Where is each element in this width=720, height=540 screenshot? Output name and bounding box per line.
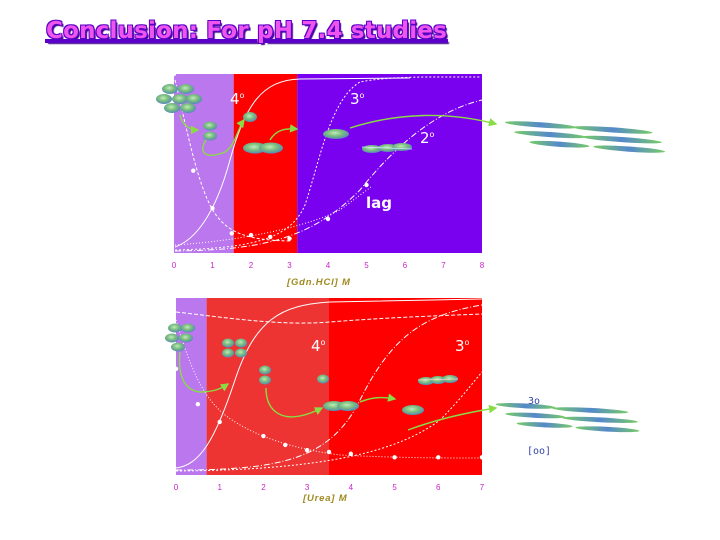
- data-point: [304, 448, 310, 453]
- data-point: [248, 232, 254, 238]
- lag-data-points: [171, 71, 369, 241]
- dimer-pair-icon: [259, 365, 271, 385]
- x-tick-label: 5: [364, 261, 369, 270]
- data-point: [479, 455, 485, 460]
- phase-regions: [174, 74, 482, 253]
- fibril-key-top: 3o: [528, 396, 540, 407]
- phase-region-3: [297, 74, 482, 253]
- urea-chart: 0 1 2 3 4 5 6 7 [Urea] M 4o 3o: [165, 298, 640, 504]
- gdn-hcl-chart: 0 1 2 3 4 5 6 7 8 [Gdn.HCl] M 4o 3o 2o lag: [156, 71, 666, 288]
- phase-regions: [176, 298, 482, 475]
- data-point: [326, 449, 332, 455]
- fibril-key-bottom: [oo]: [527, 446, 551, 457]
- x-tick-label: 8: [480, 261, 485, 270]
- dimer-curve: [175, 371, 483, 472]
- fibril-bundle-bottom: [495, 403, 640, 433]
- x-tick-label: 7: [480, 483, 485, 492]
- dimer-pair-icon: [203, 121, 217, 141]
- arrow-to-fibril: [407, 404, 498, 431]
- aggregated-strand-icon: [361, 143, 413, 153]
- phase-region-3: [329, 298, 482, 475]
- elongated-dimer-icon: [243, 142, 283, 154]
- lag-label: lag: [366, 194, 392, 212]
- data-point: [261, 433, 266, 439]
- x-axis-ticks: 0 1 2 3 4 5 6 7 8: [172, 261, 485, 270]
- dimer-curve: [174, 99, 483, 252]
- x-tick-label: 3: [305, 483, 310, 492]
- x-tick-label: 4: [349, 483, 354, 492]
- data-points: [173, 366, 485, 460]
- monomer-icon: [317, 374, 329, 384]
- unfolded-monomer-icon: [323, 129, 349, 139]
- x-tick-label: 5: [392, 483, 397, 492]
- x-axis-ticks: 0 1 2 3 4 5 6 7: [174, 483, 485, 492]
- lag-curve: [174, 185, 373, 246]
- tetramer-cluster-icon: [156, 84, 202, 113]
- aggregated-strand-icon: [417, 375, 459, 385]
- x-tick-label: 7: [441, 261, 446, 270]
- data-point: [268, 234, 273, 240]
- tetramer-curve: [174, 77, 411, 248]
- x-axis-label: [Gdn.HCl] M: [286, 277, 351, 288]
- x-tick-label: 4: [326, 261, 331, 270]
- data-point: [348, 451, 354, 456]
- arrow-to-fibril: [349, 114, 498, 129]
- monomer-icon: [243, 112, 257, 122]
- monomer-curve: [174, 79, 291, 242]
- trimer-stage-label: 3o: [455, 337, 470, 355]
- data-point: [210, 206, 215, 211]
- monomer-curve: [175, 311, 483, 324]
- unfolded-monomer-icon: [402, 405, 424, 415]
- data-point: [195, 402, 201, 407]
- data-point: [173, 366, 179, 371]
- arrow-cluster-to-pair: [179, 114, 200, 135]
- data-point: [191, 168, 196, 173]
- tetramer-stage-label: 4o: [311, 337, 326, 355]
- data-point: [229, 231, 234, 236]
- arrow-pair-to-monomer: [202, 118, 245, 156]
- fibril-bundle-top: [504, 121, 666, 153]
- trimer-stage-label: 3o: [350, 90, 365, 108]
- quad-cluster-icon: [222, 338, 247, 358]
- phase-region-2: [233, 74, 298, 253]
- data-point: [325, 216, 331, 222]
- x-tick-label: 6: [403, 261, 408, 270]
- data-point: [283, 442, 288, 448]
- x-tick-label: 0: [174, 483, 179, 492]
- x-tick-label: 2: [261, 483, 266, 492]
- arrow-pair-to-dimer: [265, 387, 324, 418]
- x-tick-label: 0: [172, 261, 177, 270]
- x-tick-label: 3: [287, 261, 292, 270]
- arrow-monomer-to-unfold: [269, 124, 299, 141]
- arrow-dimer-to-monomer: [359, 393, 397, 403]
- x-tick-label: 1: [210, 261, 215, 270]
- data-point: [364, 182, 369, 188]
- data-point: [392, 455, 397, 460]
- x-tick-label: 2: [249, 261, 254, 270]
- trimer-curve: [174, 76, 481, 251]
- arrow-cluster-to-monomer: [178, 351, 230, 393]
- tetramer-curve: [175, 298, 483, 469]
- elongated-dimer-icon: [323, 401, 359, 411]
- data-point: [436, 455, 441, 460]
- tetramer-cluster-icon: [165, 323, 195, 352]
- data-point: [217, 419, 222, 425]
- dimer-stage-label: 2o: [420, 129, 435, 147]
- page-title: Conclusion: For pH 7.4 studies: [46, 18, 447, 44]
- x-tick-label: 1: [217, 483, 222, 492]
- decay-curve: [175, 319, 483, 459]
- trimer-curve: [175, 304, 483, 471]
- data-point: [287, 236, 292, 241]
- x-tick-label: 6: [436, 483, 441, 492]
- x-axis-label: [Urea] M: [302, 493, 348, 504]
- tetramer-stage-label: 4o: [230, 90, 245, 108]
- data-point: [171, 71, 177, 77]
